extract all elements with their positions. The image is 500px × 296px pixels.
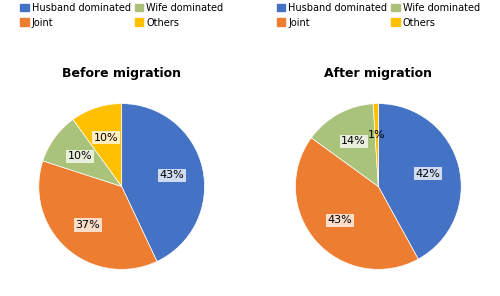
Text: 43%: 43% <box>160 170 184 180</box>
Text: 37%: 37% <box>76 220 100 230</box>
Wedge shape <box>122 104 204 261</box>
Text: 1%: 1% <box>368 130 386 140</box>
Wedge shape <box>378 104 461 259</box>
Title: Before migration: Before migration <box>62 67 181 80</box>
Wedge shape <box>296 138 418 269</box>
Wedge shape <box>39 161 157 269</box>
Text: 10%: 10% <box>68 151 92 161</box>
Wedge shape <box>312 104 378 186</box>
Text: 14%: 14% <box>341 136 366 147</box>
Title: After migration: After migration <box>324 67 432 80</box>
Legend: Husband dominated, Joint, Wife dominated, Others: Husband dominated, Joint, Wife dominated… <box>274 1 482 30</box>
Wedge shape <box>43 119 122 186</box>
Wedge shape <box>73 104 122 186</box>
Text: 10%: 10% <box>94 133 118 143</box>
Text: 42%: 42% <box>416 169 440 179</box>
Wedge shape <box>373 104 378 186</box>
Legend: Husband dominated, Joint, Wife dominated, Others: Husband dominated, Joint, Wife dominated… <box>18 1 226 30</box>
Text: 43%: 43% <box>328 215 352 226</box>
